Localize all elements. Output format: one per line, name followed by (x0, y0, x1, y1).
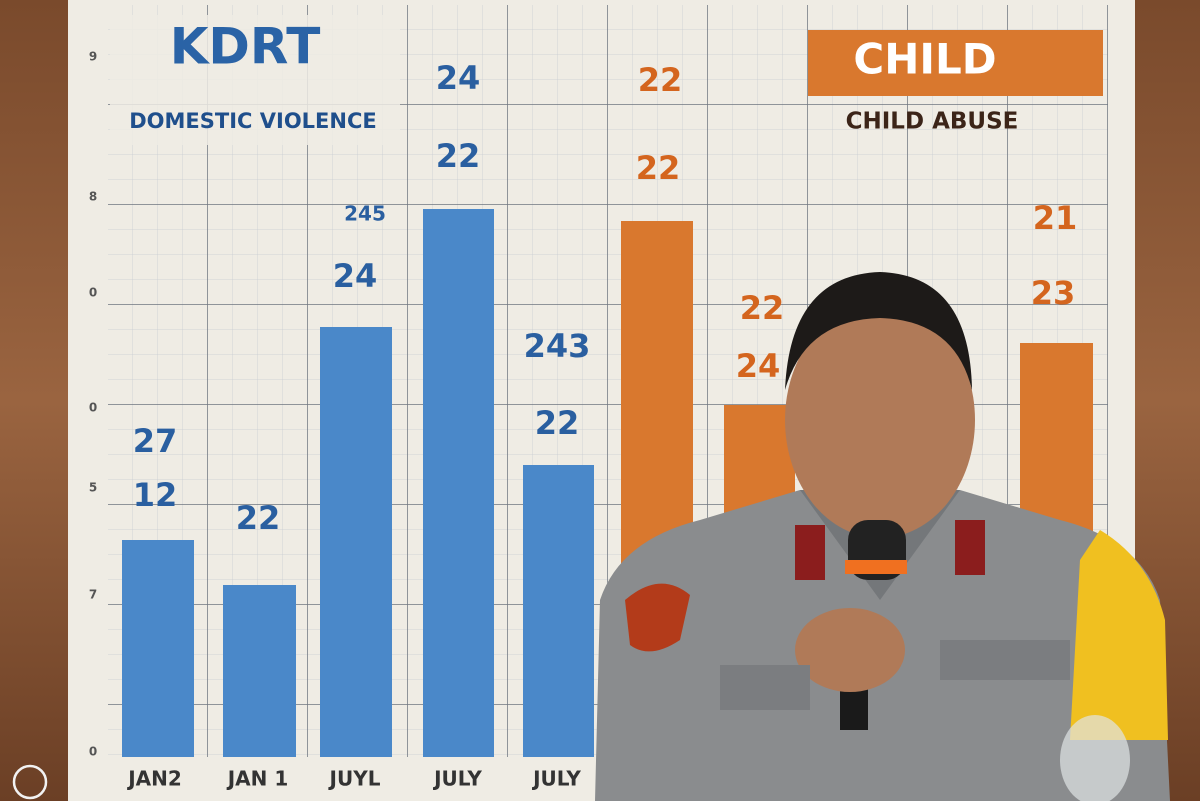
bar (523, 465, 594, 757)
bar (122, 540, 194, 757)
patch (625, 583, 690, 652)
x-label: JULY (531, 767, 581, 791)
bar-label: 22 (740, 289, 785, 327)
axis-label: 9 (89, 50, 97, 64)
bar-label: 23 (1031, 274, 1076, 312)
icon (12, 764, 48, 800)
right-title: CHILD (853, 35, 996, 84)
bar-label: 22 (436, 137, 481, 175)
bar (223, 585, 296, 757)
x-label: JAN 1 (226, 767, 289, 791)
panel-bg (110, 15, 400, 145)
bar-label: 12 (133, 476, 178, 514)
left-subtitle: DOMESTIC VIOLENCE (129, 109, 377, 133)
bar-label: 22 (636, 149, 681, 187)
bar-label: 22 (535, 404, 580, 442)
name-plate (720, 665, 810, 710)
x-label: JULY (432, 767, 482, 791)
hair (785, 272, 972, 390)
bar-label: 21 (1033, 199, 1078, 237)
bar-label: 22 (638, 61, 683, 99)
mic-band (845, 560, 907, 574)
bar-label: 27 (133, 422, 178, 460)
rank-badge (795, 525, 825, 580)
axis-label: 5 (89, 481, 97, 495)
panel-bg (808, 30, 1103, 96)
axis-label: 0 (89, 286, 97, 300)
x-label: JAN2 (126, 767, 182, 791)
left-title: KDRT (170, 18, 321, 76)
bar-label: 22 (236, 499, 281, 537)
sleeve (1070, 530, 1168, 740)
bar-label: 243 (524, 327, 591, 365)
bar-label: 24 (736, 347, 781, 385)
bar-label: 245 (344, 202, 386, 226)
axis-label: 8 (89, 190, 97, 204)
axis-label: 7 (89, 588, 97, 602)
hand (795, 608, 905, 692)
glass (1060, 715, 1130, 805)
x-label: JUYL (328, 767, 381, 791)
face (785, 302, 975, 538)
axis-label: 0 (89, 745, 97, 759)
bar (423, 209, 494, 757)
right-subtitle: CHILD ABUSE (846, 109, 1019, 135)
name-plate (940, 640, 1070, 680)
officer (595, 272, 1170, 805)
rank-badge (955, 520, 985, 575)
bar-label: 24 (333, 257, 378, 295)
bar-label: 24 (436, 59, 481, 97)
axis-label: 0 (89, 401, 97, 415)
bar (320, 327, 392, 757)
